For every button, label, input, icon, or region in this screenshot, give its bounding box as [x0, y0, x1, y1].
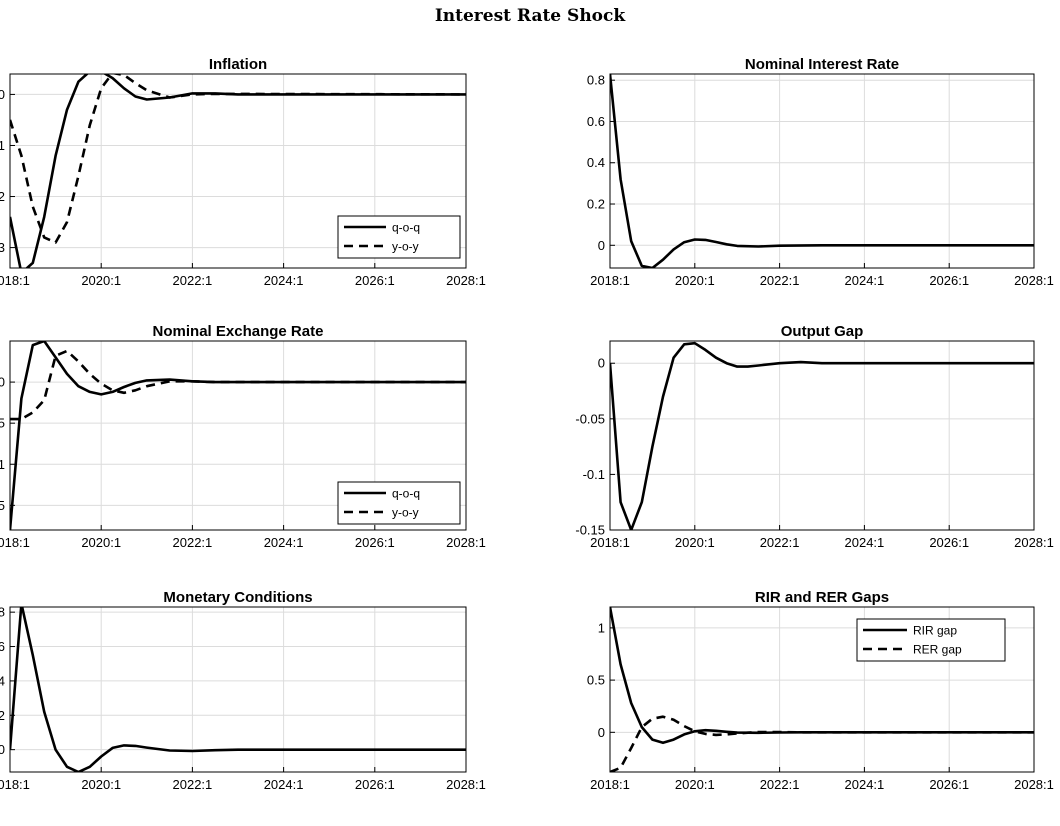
- monetary-conditions-series-line-1: [10, 607, 466, 772]
- y-tick-label: -0.1: [0, 138, 5, 153]
- figure-suptitle: Interest Rate Shock: [435, 6, 627, 26]
- legend-label-rir-gap: RIR gap: [913, 624, 957, 638]
- nominal-interest-rate-axes-frame: [609, 73, 1035, 269]
- output-gap-axes-frame: [609, 340, 1035, 531]
- x-tick-label: 2022:1: [760, 535, 800, 550]
- x-tick-label: 2020:1: [675, 273, 715, 288]
- y-tick-label: 0.4: [587, 155, 605, 170]
- x-tick-label: 2028:1: [446, 273, 486, 288]
- y-tick-label: 0.2: [587, 197, 605, 212]
- x-tick-label: 2024:1: [845, 777, 885, 792]
- x-tick-label: 2028:1: [1014, 777, 1054, 792]
- y-tick-label: -0.5: [0, 416, 5, 431]
- x-tick-label: 2022:1: [173, 535, 213, 550]
- legend-label-y-o-y: y-o-y: [392, 240, 419, 254]
- x-tick-label: 2018:1: [0, 535, 30, 550]
- x-tick-label: 2018:1: [590, 273, 630, 288]
- x-tick-label: 2028:1: [446, 535, 486, 550]
- nominal-interest-rate-title: Nominal Interest Rate: [745, 56, 899, 73]
- y-tick-label: 0: [0, 375, 5, 390]
- rir-and-rer-gaps-axes-frame: [609, 606, 1035, 773]
- x-tick-label: 2026:1: [929, 777, 969, 792]
- y-tick-label: 0: [598, 356, 605, 371]
- nominal-interest-rate-series-line-1: [610, 74, 1034, 268]
- x-tick-label: 2018:1: [0, 777, 30, 792]
- inflation-axes-frame: [9, 73, 467, 269]
- y-tick-label: -0.1: [583, 467, 605, 482]
- x-tick-label: 2026:1: [355, 273, 395, 288]
- x-tick-label: 2020:1: [81, 535, 121, 550]
- x-tick-label: 2024:1: [845, 535, 885, 550]
- x-tick-label: 2028:1: [1014, 273, 1054, 288]
- legend-label-q-o-q: q-o-q: [392, 221, 420, 235]
- x-tick-label: 2024:1: [264, 535, 304, 550]
- y-tick-label: 0: [0, 742, 5, 757]
- x-tick-label: 2020:1: [675, 535, 715, 550]
- x-tick-label: 2026:1: [355, 535, 395, 550]
- inflation-series-y-o-y: [10, 74, 466, 244]
- y-tick-label: -0.2: [0, 189, 5, 204]
- y-tick-label: 0.5: [587, 673, 605, 688]
- x-tick-label: 2024:1: [264, 777, 304, 792]
- y-tick-label: -0.3: [0, 240, 5, 255]
- y-tick-label: 0: [598, 238, 605, 253]
- nominal-exchange-rate-title: Nominal Exchange Rate: [153, 323, 324, 340]
- x-tick-label: 2022:1: [760, 273, 800, 288]
- x-tick-label: 2018:1: [590, 535, 630, 550]
- y-tick-label: 0.8: [587, 73, 605, 88]
- rir-and-rer-gaps-title: RIR and RER Gaps: [755, 589, 889, 606]
- monetary-conditions-title: Monetary Conditions: [163, 589, 312, 606]
- y-tick-label: -0.15: [575, 523, 605, 538]
- y-tick-label: 0.6: [0, 639, 5, 654]
- x-tick-label: 2022:1: [173, 273, 213, 288]
- x-tick-label: 2028:1: [446, 777, 486, 792]
- y-tick-label: 0: [598, 725, 605, 740]
- legend-box: [337, 481, 461, 525]
- legend-box: [337, 215, 461, 259]
- rir-and-rer-gaps-legend: RIR gap RER gap: [856, 618, 1006, 662]
- y-tick-label: 1: [598, 620, 605, 635]
- legend-label-y-o-y: y-o-y: [392, 506, 419, 520]
- x-tick-label: 2020:1: [81, 273, 121, 288]
- panel-rir-and-rer-gaps: 2018:1 2020:1 2022:1 2024:1 2026:1 2028:1 0 0.5…: [587, 589, 1054, 792]
- x-tick-label: 2024:1: [845, 273, 885, 288]
- y-tick-label: 0.4: [0, 673, 5, 688]
- panel-nominal-exchange-rate: 2018:1 2020:1 2022:1 2024:1 2026:1 2028:1 0 -0.…: [0, 323, 486, 550]
- legend-box: [856, 618, 1006, 662]
- x-tick-label: 2022:1: [173, 777, 213, 792]
- y-tick-label: 0.2: [0, 708, 5, 723]
- x-tick-label: 2022:1: [760, 777, 800, 792]
- x-tick-label: 2018:1: [590, 777, 630, 792]
- x-tick-label: 2026:1: [929, 273, 969, 288]
- x-tick-label: 2026:1: [355, 777, 395, 792]
- x-tick-label: 2018:1: [0, 273, 30, 288]
- x-tick-label: 2024:1: [264, 273, 304, 288]
- x-tick-label: 2026:1: [929, 535, 969, 550]
- nominal-exchange-rate-legend: q-o-q y-o-y: [337, 481, 461, 525]
- x-tick-label: 2028:1: [1014, 535, 1054, 550]
- output-gap-series-line-1: [610, 341, 1034, 530]
- panel-output-gap: 2018:1 2020:1 2022:1 2024:1 2026:1 2028:1 0 -0.…: [575, 323, 1054, 550]
- x-tick-label: 2020:1: [675, 777, 715, 792]
- inflation-title: Inflation: [209, 56, 267, 73]
- inflation-legend: q-o-q y-o-y: [337, 215, 461, 259]
- y-tick-label: 0.8: [0, 605, 5, 620]
- y-tick-label: -1.5: [0, 498, 5, 513]
- panel-nominal-interest-rate: 2018:1 2020:1 2022:1 2024:1 2026:1 2028:1 0 0.2…: [587, 56, 1054, 288]
- y-tick-label: 0: [0, 87, 5, 102]
- y-tick-label: 0.6: [587, 114, 605, 129]
- y-tick-label: -0.05: [575, 411, 605, 426]
- nominal-exchange-rate-axes-frame: [9, 340, 467, 531]
- panel-inflation: 2018:1 2020:1 2022:1 2024:1 2026:1 2028:1 0 -0.…: [0, 56, 486, 288]
- legend-label-q-o-q: q-o-q: [392, 487, 420, 501]
- y-tick-label: -1: [0, 457, 5, 472]
- output-gap-title: Output Gap: [781, 323, 864, 340]
- legend-label-rer-gap: RER gap: [913, 643, 962, 657]
- nominal-exchange-rate-series-y-o-y: [10, 349, 466, 421]
- monetary-conditions-axes-frame: [9, 606, 467, 773]
- panel-monetary-conditions: 2018:1 2020:1 2022:1 2024:1 2026:1 2028:1 0 0.2…: [0, 589, 486, 792]
- x-tick-label: 2020:1: [81, 777, 121, 792]
- rir-and-rer-gaps-series-rer-gap: [610, 715, 1034, 772]
